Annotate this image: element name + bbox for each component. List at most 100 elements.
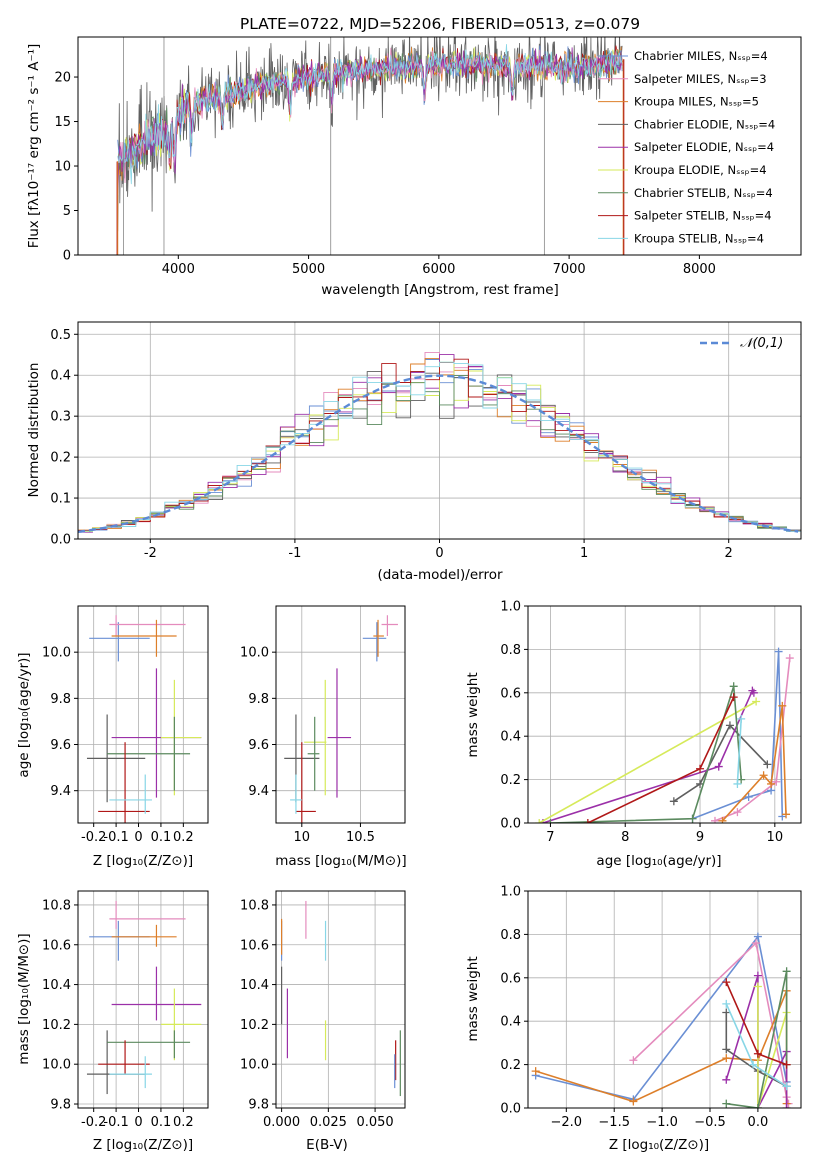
weight-point-marker	[722, 1054, 731, 1063]
gaussian-curve	[78, 374, 799, 533]
weight-point-marker	[733, 779, 742, 788]
y-tick-label: 0.2	[500, 1058, 521, 1073]
weight-point-marker	[729, 693, 738, 702]
weight-point-marker	[772, 777, 781, 786]
axes-frame	[275, 605, 406, 824]
weight-point-marker	[774, 647, 783, 656]
x-tick-label: 0	[134, 1115, 142, 1130]
y-tick-label: 10.0	[240, 1058, 269, 1073]
y-tick-label: 0.4	[50, 369, 71, 384]
weight-point-marker	[718, 816, 727, 823]
weight-series-4	[725, 975, 788, 1108]
legend-label: Kroupa MILES, Nₛₛₚ=5	[634, 95, 759, 109]
y-tick-label: 1.0	[500, 885, 521, 900]
y-tick-label: 0.3	[50, 410, 71, 425]
spectrum-plot-area: 4000 5000 6000 7000 8000 0 5 10 15 20	[54, 36, 802, 277]
weight-vs-metallicity-ylabel: mass weight	[465, 956, 481, 1041]
weight-point-marker	[710, 816, 719, 823]
y-tick-label: 0.6	[500, 686, 521, 701]
age-vs-mass-plot-area: 10 10.5 9.4 9.6 9.8 10.0	[240, 605, 406, 845]
weight-point-marker	[749, 1060, 758, 1069]
residual-xlabel: (data-model)/error	[377, 567, 503, 583]
mass-vs-ebv-plot-area: 0.000 0.025 0.050 9.8 10.0 10.2 10.4 10.6 10.8	[240, 890, 406, 1130]
x-tick-label: -0.2	[81, 1115, 106, 1130]
y-tick-label: 15	[54, 115, 71, 130]
y-tick-label: 10	[54, 160, 71, 175]
weight-point-marker	[722, 978, 731, 987]
x-tick-label: -0.2	[81, 830, 106, 845]
age-vs-metallicity-panel: -0.2-0.1 0 0.1 0.2 9.4 9.6 9.8 10.0 Z [log₁₀(Z/…	[16, 605, 209, 869]
x-tick-label: 9	[696, 830, 704, 845]
x-tick-label: 0.000	[263, 1115, 300, 1130]
plot-content	[86, 615, 202, 823]
weight-series-6	[726, 971, 788, 1108]
age-vs-metallicity-xlabel: Z [log₁₀(Z/Z⊙)]	[93, 853, 193, 869]
x-tick-label: 0	[435, 546, 443, 561]
y-tick-label: 0.0	[50, 533, 71, 548]
y-tick-label: 0.6	[500, 971, 521, 986]
y-tick-label: 20	[54, 71, 71, 86]
spectrum-line-2	[117, 46, 623, 181]
weight-point-marker	[753, 982, 762, 991]
weight-point-marker	[714, 762, 723, 771]
y-tick-label: 10.0	[240, 646, 269, 661]
weight-point-marker	[535, 819, 544, 823]
weight-point-marker	[688, 814, 697, 823]
x-tick-label: -0.1	[103, 1115, 128, 1130]
legend-label: Salpeter STELIB, Nₛₛₚ=4	[634, 209, 772, 223]
spectrum-line-4	[117, 47, 623, 196]
weight-vs-metallicity-panel: −2.0 −1.5 −1.0 −0.5 0.0 0.0 0.2 0.4 0.6 0.8 1.0 Z …	[465, 885, 802, 1153]
weight-point-marker	[778, 701, 787, 710]
x-tick-label: 10.5	[346, 830, 375, 845]
plot-content	[535, 647, 794, 823]
legend-label: Salpeter ELODIE, Nₛₛₚ=4	[634, 140, 774, 154]
age-vs-mass-panel: 10 10.5 9.4 9.6 9.8 10.0 mass [log₁₀(M/M⊙)]	[240, 605, 407, 869]
age-vs-mass-xlabel: mass [log₁₀(M/M⊙)]	[275, 853, 406, 869]
y-tick-label: 0.0	[500, 817, 521, 832]
x-tick-label: 0.2	[173, 830, 194, 845]
axes-frame	[275, 890, 406, 1109]
y-tick-label: 1.0	[500, 600, 521, 615]
plot-content	[284, 615, 398, 823]
x-tick-label: 0.1	[151, 1115, 172, 1130]
weight-point-marker	[753, 1104, 762, 1108]
weight-point-marker	[782, 1082, 791, 1091]
y-tick-label: 0.2	[50, 451, 71, 466]
spectrum-panel: PLATE=0722, MJD=52206, FIBERID=0513, z=0…	[26, 15, 802, 298]
y-tick-label: 0.5	[50, 328, 71, 343]
mass-vs-ebv-panel: 0.000 0.025 0.050 9.8 10.0 10.2 10.4 10.6 10.8 E…	[240, 890, 406, 1153]
x-tick-label: 2	[725, 546, 733, 561]
y-tick-label: 10.4	[240, 978, 269, 993]
x-tick-label: -2	[144, 546, 157, 561]
x-tick-label: 10	[767, 830, 784, 845]
weight-point-marker	[763, 760, 772, 769]
x-tick-label: 4000	[162, 262, 195, 277]
spectrum-title: PLATE=0722, MJD=52206, FIBERID=0513, z=0…	[240, 15, 640, 33]
weight-point-marker	[722, 999, 731, 1008]
y-tick-label: 9.6	[50, 738, 71, 753]
y-tick-label: 0.2	[500, 773, 521, 788]
y-tick-label: 9.8	[248, 1098, 269, 1113]
weight-series-4	[542, 688, 755, 823]
x-tick-label: -0.1	[103, 830, 128, 845]
residual-panel: -2 -1 0 1 2 0.0 0.1 0.2 0.3 0.4 0.5 (data-model)/e…	[26, 321, 802, 583]
weight-point-marker	[782, 1060, 791, 1069]
weight-point-marker	[531, 1067, 540, 1076]
y-tick-label: 10.2	[240, 1018, 269, 1033]
y-tick-label: 10.0	[42, 1058, 71, 1073]
x-tick-label: 6000	[422, 262, 455, 277]
plot-content	[281, 900, 401, 1097]
plot-content	[531, 932, 793, 1108]
axes-frame	[77, 36, 802, 256]
spectrum-line-8	[117, 44, 623, 185]
residual-ylabel: Normed distribution	[26, 363, 42, 498]
y-tick-label: 9.8	[248, 692, 269, 707]
weight-point-marker	[737, 714, 746, 723]
legend-label: Chabrier MILES, Nₛₛₚ=4	[634, 49, 768, 63]
weight-point-marker	[782, 810, 791, 819]
y-tick-label: 0.0	[500, 1102, 521, 1117]
weight-point-marker	[753, 971, 762, 980]
x-tick-label: 7000	[553, 262, 586, 277]
x-tick-label: 0.0	[748, 1115, 769, 1130]
